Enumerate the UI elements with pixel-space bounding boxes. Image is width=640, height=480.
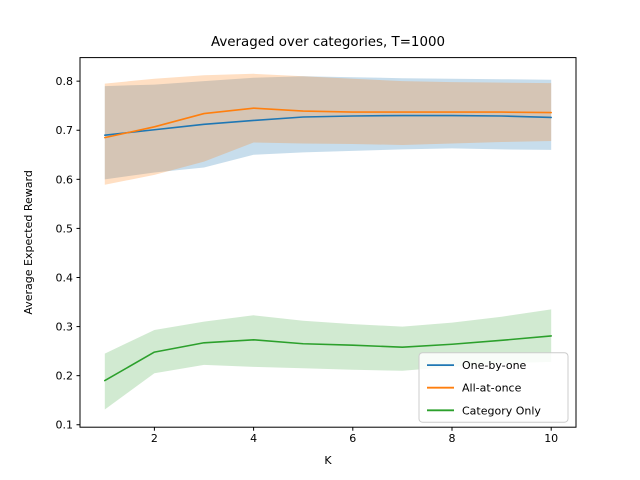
series-lines (104, 107, 553, 382)
x-tick-label: 6 (349, 432, 356, 445)
x-tick-label: 2 (151, 432, 158, 445)
y-tick-label: 0.1 (56, 419, 74, 432)
y-tick-label: 0.8 (56, 75, 74, 88)
one-by-one-line (104, 114, 553, 136)
tick-labels: 2 4 6 8 10 0.1 0.2 0.3 0.4 0.5 0.6 0.7 0.8 (56, 75, 559, 445)
category-only-band (104, 309, 552, 410)
x-axis-label: K (324, 454, 332, 467)
all-at-once-band (104, 73, 552, 185)
y-tick-label: 0.2 (56, 370, 74, 383)
axes (79, 57, 577, 428)
axes-spines (79, 57, 577, 428)
y-tick-label: 0.3 (56, 321, 74, 334)
y-tick-label: 0.4 (56, 271, 74, 284)
confidence-bands (104, 73, 552, 410)
legend-label-category-only: Category Only (462, 404, 541, 417)
y-tick-label: 0.6 (56, 173, 74, 186)
y-tick-label: 0.7 (56, 124, 74, 137)
legend-label-one-by-one: One-by-one (462, 359, 527, 372)
legend-box (418, 352, 569, 423)
y-tick-label: 0.5 (56, 222, 74, 235)
tick-marks (76, 80, 552, 431)
all-at-once-line (104, 107, 553, 139)
legend: One-by-one All-at-once Category Only (418, 352, 569, 423)
x-tick-label: 8 (449, 432, 456, 445)
one-by-one-band (104, 76, 552, 180)
y-axis-label: Average Expected Reward (22, 170, 35, 314)
legend-label-all-at-once: All-at-once (462, 382, 522, 395)
category-only-line (104, 335, 553, 382)
x-tick-label: 4 (250, 432, 257, 445)
chart-title: Averaged over categories, T=1000 (211, 35, 445, 50)
x-tick-label: 10 (544, 432, 558, 445)
